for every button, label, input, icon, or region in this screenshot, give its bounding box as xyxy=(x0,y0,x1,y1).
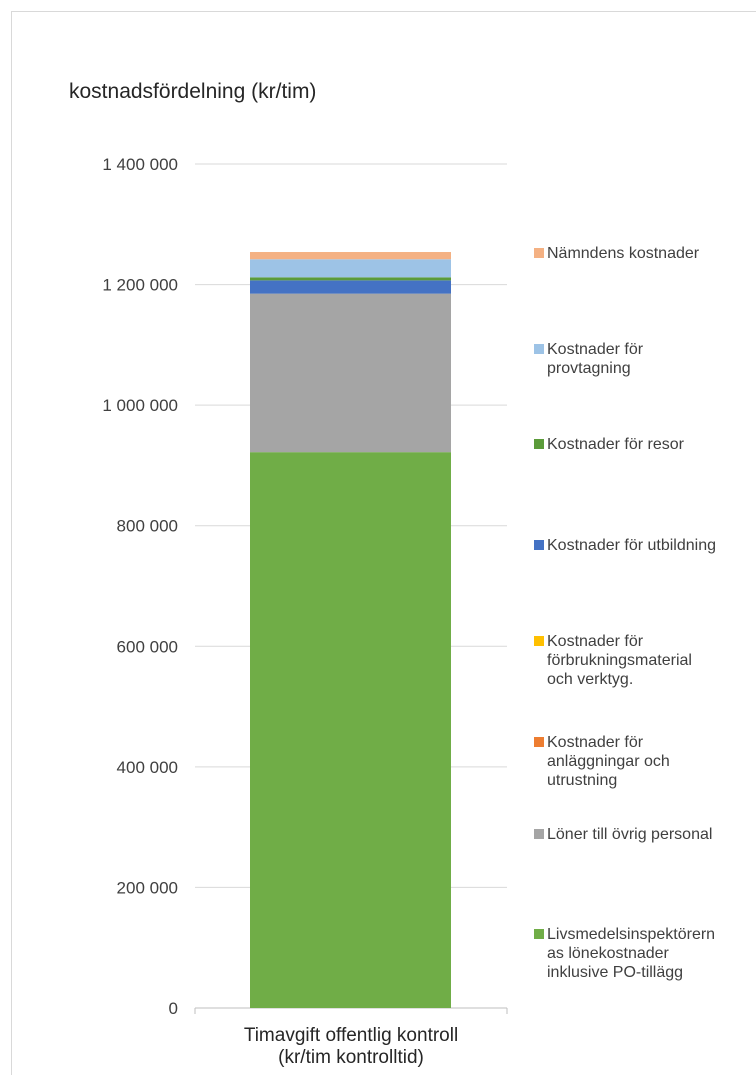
stacked-bar xyxy=(250,252,451,1008)
chart-title: kostnadsfördelning (kr/tim) xyxy=(69,80,317,103)
legend-label: Kostnader för utbildning xyxy=(547,537,716,554)
legend-label: Livsmedelsinspektörern as lönekostnader … xyxy=(547,926,716,981)
legend-swatch xyxy=(534,344,544,354)
x-category-label: Timavgift offentlig kontroll xyxy=(244,1025,458,1046)
legend-label: Kostnader för anläggningar och utrustnin… xyxy=(547,734,670,789)
y-tick-label: 400 000 xyxy=(117,758,178,777)
x-category-label: (kr/tim kontrolltid) xyxy=(278,1047,424,1068)
bar-segment xyxy=(250,277,451,281)
chart-frame xyxy=(11,11,756,1075)
y-tick-label: 1 400 000 xyxy=(102,155,178,174)
bar-segment xyxy=(250,259,451,278)
legend-label: Kostnader för förbrukningsmaterial och v… xyxy=(547,633,692,688)
axes xyxy=(194,1007,508,1014)
legend-swatch xyxy=(534,439,544,449)
legend-swatch xyxy=(534,929,544,939)
y-tick-label: 1 000 000 xyxy=(102,396,178,415)
tick-labels: 0 200 000 400 000 600 000 800 000 1 000 000 1 … xyxy=(102,155,458,1068)
legend-swatch xyxy=(534,248,544,258)
legend-swatch xyxy=(534,540,544,550)
legend-label: Kostnader för provtagning xyxy=(547,341,644,377)
bar-segment xyxy=(250,252,451,260)
legend-swatch xyxy=(534,829,544,839)
y-tick-label: 600 000 xyxy=(117,637,178,656)
legend-swatch xyxy=(534,636,544,646)
y-tick-label: 1 200 000 xyxy=(102,276,178,295)
gridlines xyxy=(195,163,507,888)
legend-label: Kostnader för resor xyxy=(547,436,684,453)
y-tick-label: 800 000 xyxy=(117,517,178,536)
bar-segment xyxy=(250,280,451,294)
legend-label: Nämndens kostnader xyxy=(547,245,700,262)
y-tick-label: 200 000 xyxy=(117,878,178,897)
legend-swatch xyxy=(534,737,544,747)
bar-segment xyxy=(250,452,451,1008)
bar-segment xyxy=(250,293,451,453)
y-tick-label: 0 xyxy=(169,999,178,1018)
legend-label: Löner till övrig personal xyxy=(547,826,713,843)
